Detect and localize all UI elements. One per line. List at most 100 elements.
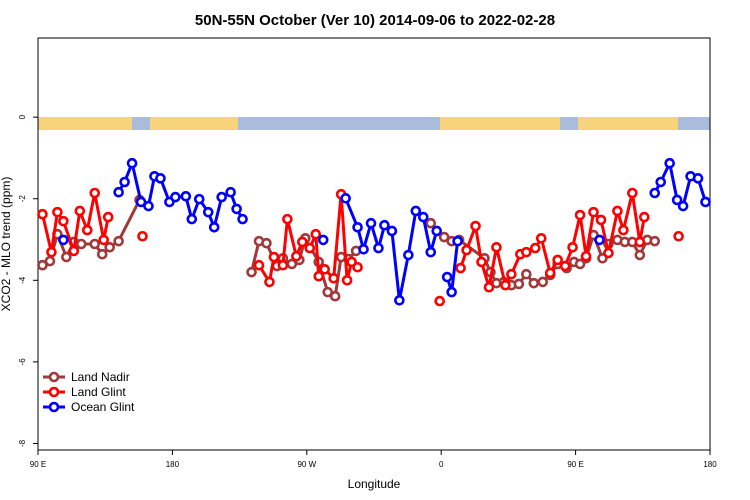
data-point bbox=[559, 260, 571, 272]
data-point bbox=[403, 249, 414, 261]
legend-marker bbox=[48, 371, 60, 383]
data-point bbox=[237, 213, 248, 225]
data-point bbox=[322, 286, 334, 298]
data-point bbox=[329, 290, 341, 302]
data-point bbox=[535, 232, 547, 244]
data-point bbox=[410, 205, 422, 217]
data-point bbox=[208, 221, 220, 233]
data-point bbox=[595, 214, 607, 226]
data-point bbox=[649, 187, 661, 199]
data-point bbox=[574, 209, 586, 221]
data-point bbox=[438, 231, 450, 243]
data-point bbox=[98, 234, 110, 246]
data-point bbox=[379, 219, 390, 231]
data-point bbox=[461, 244, 472, 256]
x-axis-label: Longitude bbox=[348, 477, 401, 491]
data-point bbox=[216, 191, 227, 203]
data-point bbox=[500, 279, 511, 291]
data-point bbox=[297, 236, 308, 248]
data-point bbox=[340, 193, 351, 204]
data-point bbox=[193, 193, 205, 205]
data-point bbox=[126, 157, 138, 169]
data-point bbox=[180, 190, 192, 202]
data-point bbox=[528, 277, 540, 289]
legend-label: Land Glint bbox=[71, 385, 126, 399]
x-tick-label: 90 W bbox=[297, 460, 316, 469]
data-point bbox=[618, 224, 629, 236]
data-point bbox=[594, 234, 605, 246]
data-point bbox=[313, 270, 325, 282]
data-point bbox=[291, 250, 302, 262]
legend-label: Land Nadir bbox=[71, 370, 130, 384]
data-point bbox=[446, 286, 457, 298]
land-band bbox=[150, 117, 238, 130]
land-band bbox=[578, 117, 678, 130]
data-point bbox=[513, 278, 525, 290]
data-point bbox=[264, 276, 275, 288]
data-point bbox=[491, 241, 502, 253]
data-point bbox=[352, 261, 363, 273]
data-point bbox=[394, 294, 405, 306]
data-point bbox=[261, 237, 272, 249]
data-point bbox=[455, 262, 466, 274]
legend-label: Ocean Glint bbox=[71, 400, 135, 414]
land-ocean-strip bbox=[38, 117, 710, 130]
data-point bbox=[225, 186, 236, 198]
data-point bbox=[574, 258, 586, 270]
data-point bbox=[588, 206, 599, 218]
data-point bbox=[470, 220, 481, 232]
land-band bbox=[38, 117, 132, 130]
data-point bbox=[341, 275, 353, 286]
data-point bbox=[431, 225, 443, 237]
data-point bbox=[603, 247, 614, 259]
y-tick-label: -6 bbox=[18, 358, 27, 366]
data-point bbox=[692, 173, 704, 184]
data-point bbox=[649, 235, 661, 247]
y-axis-label: XCO2 - MLO trend (ppm) bbox=[0, 177, 13, 312]
data-point bbox=[282, 213, 293, 225]
data-point bbox=[506, 268, 517, 280]
chart-title: 50N-55N October (Ver 10) 2014-09-06 to 2… bbox=[195, 12, 555, 29]
data-point bbox=[89, 187, 101, 199]
data-point bbox=[68, 245, 80, 257]
y-tick-label: -2 bbox=[18, 195, 27, 203]
x-tick-label: 180 bbox=[703, 460, 717, 469]
data-point bbox=[544, 267, 556, 279]
x-tick-label: 180 bbox=[166, 460, 180, 469]
data-point bbox=[89, 238, 101, 250]
data-point bbox=[441, 271, 453, 283]
plot-frame bbox=[37, 37, 711, 451]
data-point bbox=[113, 235, 124, 247]
data-point bbox=[638, 211, 650, 223]
data-point bbox=[521, 246, 532, 258]
data-point bbox=[634, 249, 646, 261]
data-point bbox=[202, 206, 214, 218]
data-point bbox=[268, 251, 280, 263]
data-point bbox=[58, 215, 69, 227]
data-point bbox=[102, 211, 114, 223]
data-point bbox=[76, 238, 87, 250]
data-point bbox=[673, 230, 684, 242]
data-point bbox=[52, 206, 63, 218]
data-point bbox=[113, 186, 124, 198]
data-point bbox=[677, 200, 689, 212]
data-point bbox=[476, 256, 487, 268]
data-point bbox=[521, 268, 532, 280]
data-point bbox=[104, 241, 115, 253]
data-point bbox=[143, 200, 154, 212]
data-point bbox=[634, 236, 646, 248]
data-point bbox=[386, 225, 398, 237]
data-point bbox=[317, 234, 329, 246]
y-tick-label: 0 bbox=[18, 114, 27, 119]
data-point bbox=[580, 250, 592, 262]
data-point bbox=[425, 217, 437, 229]
data-point bbox=[246, 266, 257, 278]
data-point bbox=[137, 230, 148, 242]
data-point bbox=[231, 203, 242, 215]
data-point bbox=[155, 173, 166, 184]
data-point bbox=[365, 217, 377, 229]
y-tick-label: -8 bbox=[18, 439, 27, 447]
data-point bbox=[61, 251, 72, 263]
legend-marker bbox=[48, 386, 60, 398]
